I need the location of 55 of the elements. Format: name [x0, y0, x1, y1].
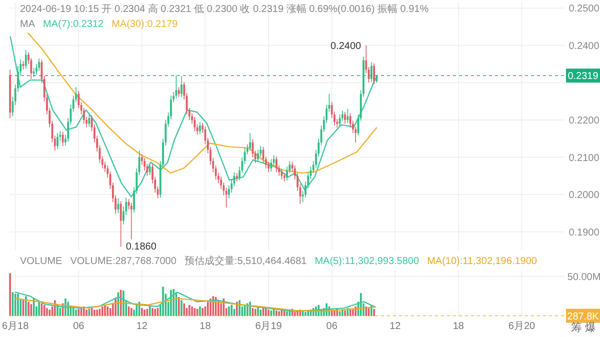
chart-title: 2024-06-19 10:15 开 0.2304 高 0.2321 低 0.2300 收 0.2319 涨幅 0.69%(0.0016) 振幅 0.91% [20, 3, 429, 15]
y-tick-label: 0.2100 [568, 152, 600, 164]
candlestick [236, 172, 238, 182]
y-tick-label: 0.1900 [568, 227, 600, 238]
candlestick [249, 132, 252, 151]
x-tick-label: 12 [390, 321, 402, 332]
x-tick-label: 6月20 [508, 321, 536, 332]
text: MA(30):0.2179 [112, 19, 178, 30]
candlestick [148, 162, 151, 176]
text: 筹 爆 [570, 322, 596, 334]
candlestick [38, 58, 40, 72]
y-tick-label: 0.2400 [568, 40, 600, 52]
ref-line-label: 287.8K [567, 311, 600, 322]
candlestick [373, 62, 375, 85]
candlestick [199, 121, 201, 135]
line-series [10, 36, 376, 198]
candlestick [62, 132, 64, 146]
candlestick [24, 49, 27, 69]
x-tick-label: 06 [73, 321, 85, 332]
text: 预估成交量:5,510,464.4681 [184, 255, 308, 267]
candlestick [180, 76, 182, 98]
text: MA(10):11,302,196.1900 [427, 256, 538, 267]
y-tick-label: 0.2500 [568, 4, 600, 15]
candlestick [270, 158, 272, 172]
text: VOLUME [20, 256, 63, 267]
x-tick-label: 12 [136, 321, 148, 332]
candlestick [117, 198, 120, 214]
candlestick [346, 108, 349, 124]
text: MA(7):0.2312 [43, 19, 104, 30]
line-series [28, 32, 378, 174]
candlestick [88, 114, 90, 128]
candlestick [178, 86, 180, 98]
x-tick-label: 18 [200, 321, 212, 332]
text: MA(5):11,302,993.5800 [314, 256, 420, 267]
x-tick-label: 18 [452, 321, 464, 332]
x-tick-label: 06 [326, 321, 338, 332]
candlestick [130, 202, 132, 240]
annotation: MA [20, 19, 36, 30]
candlestick [344, 111, 346, 124]
candlestick [56, 132, 58, 150]
candlestick [283, 172, 286, 182]
x-tick-label: 6月18 [2, 321, 30, 332]
ref-line-label: 0.2319 [568, 71, 599, 82]
x-tick-label: 6月19 [255, 321, 282, 332]
candlestick [194, 116, 196, 132]
y-tick-label: 0.2000 [568, 190, 600, 202]
candlestick [257, 149, 259, 162]
candlestick [370, 62, 372, 82]
candlestick [120, 200, 122, 248]
candlestick [276, 156, 278, 173]
y-tick-label: 50.00M [567, 272, 600, 283]
text: VOLUME:287,768.7000 [70, 256, 177, 267]
annotation: 0.2400 [330, 40, 362, 52]
y-tick-label: 0.2200 [568, 115, 600, 126]
annotation: 0.1860 [126, 242, 157, 252]
